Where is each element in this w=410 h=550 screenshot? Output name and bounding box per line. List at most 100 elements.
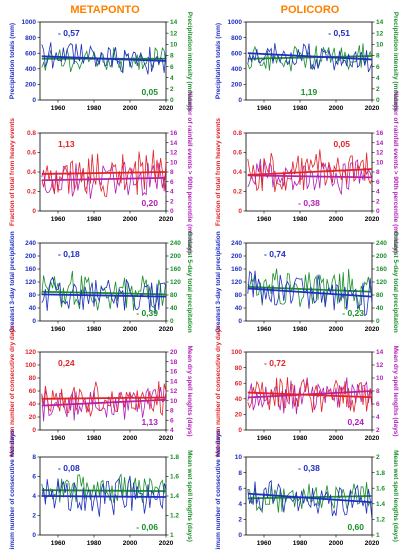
y-right-tick-label: 10 [170, 159, 178, 166]
x-tick-label: 1960 [51, 540, 66, 547]
y-right-tick-label: 120 [376, 279, 387, 286]
left-series-line [247, 377, 373, 413]
chart-panel: 0 40 80 120 160 200 240 0 40 80 120 160 200 240 1960 19… [9, 231, 193, 333]
x-tick-label: 2000 [329, 216, 344, 223]
right-series-line [247, 158, 373, 195]
x-tick-label: 1980 [293, 326, 308, 333]
y-right-tick-label: 80 [376, 292, 384, 299]
y-right-label: Number of rainfall events > 90th percent… [186, 91, 193, 253]
y-right-tick-label: 14 [376, 19, 384, 26]
y-right-tick-label: 1 [170, 532, 174, 539]
y-right-tick-label: 12 [170, 30, 178, 37]
trend-annotation: - 0,06 [136, 522, 158, 532]
y-right-tick-label: 6 [170, 417, 174, 424]
y-left-label: Greatest 3-day total precipitation [9, 231, 16, 333]
y-left-tick-label: 100 [25, 362, 36, 369]
right-series-line [247, 482, 373, 514]
y-left-tick-label: 200 [231, 82, 242, 89]
x-tick-label: 2020 [365, 105, 380, 112]
x-tick-label: 1980 [87, 105, 102, 112]
y-right-tick-label: 200 [376, 253, 387, 260]
trend-annotation: - 0,38 [298, 463, 320, 473]
y-right-tick-label: 240 [376, 240, 387, 247]
y-left-tick-label: 160 [25, 266, 36, 273]
y-left-tick-label: 0 [32, 532, 36, 539]
y-left-label: Fraction of total from heavy events [215, 118, 222, 226]
y-left-tick-label: 160 [231, 266, 242, 273]
chart-panel: 0 40 80 120 160 200 240 0 40 80 120 160 200 240 1960 19… [215, 231, 399, 333]
y-right-tick-label: 160 [170, 266, 181, 273]
y-right-tick-label: 0 [170, 97, 174, 104]
y-left-tick-label: 120 [25, 279, 36, 286]
y-right-tick-label: 6 [376, 179, 380, 186]
x-tick-label: 1980 [87, 435, 102, 442]
y-right-tick-label: 1.4 [376, 501, 385, 508]
y-right-tick-label: 1.4 [170, 493, 179, 500]
x-tick-label: 1960 [257, 216, 272, 223]
y-right-tick-label: 1.8 [376, 470, 385, 477]
y-left-tick-label: 0.8 [233, 130, 242, 137]
right-series-line [41, 161, 167, 199]
y-left-label: Precipitation totals (mm) [215, 23, 222, 99]
y-right-tick-label: 2 [170, 86, 174, 93]
x-tick-label: 1960 [257, 105, 272, 112]
y-left-label: Greatest 3-day total precipitation [215, 231, 222, 333]
y-left-tick-label: 0 [32, 97, 36, 104]
y-left-tick-label: 60 [29, 388, 37, 395]
y-left-label: Maximum number of consecutive dry days [9, 325, 16, 457]
y-right-tick-label: 6 [376, 401, 380, 408]
y-left-tick-label: 4 [238, 501, 242, 508]
x-tick-label: 2000 [123, 435, 138, 442]
y-right-label: Mean dry spell lengths (days) [392, 345, 399, 436]
y-right-tick-label: 200 [170, 253, 181, 260]
left-series-trend-line [41, 171, 167, 175]
y-left-tick-label: 10 [235, 454, 243, 461]
x-tick-label: 2020 [159, 326, 174, 333]
y-left-tick-label: 2 [32, 513, 36, 520]
y-right-tick-label: 12 [376, 30, 384, 37]
left-series-trend-line [41, 396, 167, 400]
x-tick-label: 2020 [365, 216, 380, 223]
y-left-tick-label: 80 [29, 375, 37, 382]
y-left-label: Maximum number of consecutive wet days [215, 430, 222, 550]
y-left-tick-label: 2 [238, 517, 242, 524]
x-tick-label: 2020 [365, 540, 380, 547]
trend-annotation: - 0,72 [264, 358, 286, 368]
y-left-tick-label: 0.6 [27, 150, 36, 157]
column-title-policoro: POLICORO [281, 4, 340, 16]
y-left-tick-label: 80 [29, 292, 37, 299]
chart-panel: 0 20 40 60 80 100 2 4 6 8 10 12 14 1960 1980 2000 2020 Ma… [215, 325, 399, 457]
y-right-label: Greatest 5-day total precipitation [186, 231, 193, 333]
y-left-tick-label: 0.2 [27, 189, 36, 196]
y-right-tick-label: 240 [170, 240, 181, 247]
y-left-tick-label: 1000 [228, 19, 243, 26]
right-series-line [41, 46, 167, 74]
x-tick-label: 2020 [159, 216, 174, 223]
y-left-tick-label: 0.8 [27, 130, 36, 137]
y-left-tick-label: 0.4 [233, 169, 242, 176]
chart-panel: 0 200 400 600 800 1000 0 2 4 6 8 10 12 14 1960 1980 2000… [215, 12, 399, 112]
trend-annotation: - 0,18 [58, 249, 80, 259]
y-right-tick-label: 1.2 [376, 517, 385, 524]
y-left-tick-label: 240 [25, 240, 36, 247]
trend-annotation: 0,24 [347, 417, 364, 427]
y-left-tick-label: 0 [238, 208, 242, 215]
y-right-tick-label: 16 [170, 369, 178, 376]
y-right-tick-label: 4 [170, 427, 174, 434]
y-left-label: Fraction of total from heavy events [9, 118, 16, 226]
y-right-tick-label: 8 [376, 53, 380, 60]
chart-panel: 0 2 4 6 8 1 1.2 1.4 1.6 1.8 1960 1980 2000 2020 Maximu… [9, 430, 193, 550]
y-left-tick-label: 0 [32, 208, 36, 215]
y-right-tick-label: 8 [170, 53, 174, 60]
y-left-tick-label: 0 [238, 318, 242, 325]
y-left-tick-label: 240 [231, 240, 242, 247]
x-tick-label: 2000 [329, 435, 344, 442]
left-series-trend-line [247, 287, 373, 298]
y-left-tick-label: 0 [32, 318, 36, 325]
y-left-tick-label: 80 [235, 365, 243, 372]
y-left-label: Precipitation totals (mm) [9, 23, 16, 99]
x-tick-label: 1960 [257, 326, 272, 333]
y-left-tick-label: 20 [235, 412, 243, 419]
x-tick-label: 2020 [365, 326, 380, 333]
